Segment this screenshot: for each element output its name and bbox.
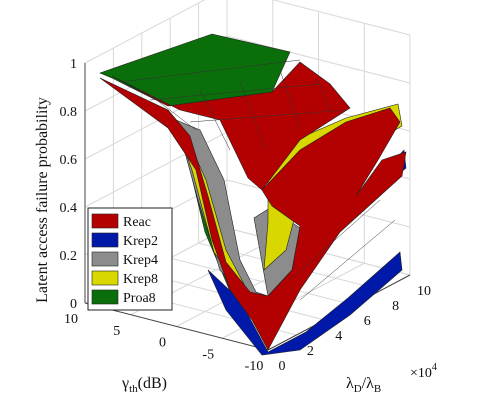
depth-tick-label: 6 [364,314,371,329]
x-tick-label: -5 [202,347,214,362]
surface-reac [99,77,407,351]
z-axis-ticks: 0 0.2 0.4 0.6 0.8 1 [60,57,78,312]
surface-krep2 [207,251,403,356]
legend-swatch [91,213,119,229]
depth-axis-ticks: 0 2 4 6 8 10 [279,284,432,374]
z-tick-label: 1 [70,57,77,72]
z-tick-label: 0 [70,297,77,312]
legend-swatch [91,270,119,286]
legend-label: Reac [123,215,151,230]
legend-swatch [91,289,119,305]
x-axis-ticks: 10 5 0 -5 -10 [64,312,263,374]
x-tick-label: -10 [245,359,264,374]
x-tick-label: 10 [64,312,78,327]
legend: Reac Krep2 Krep4 Krep8 Proa8 [87,207,173,311]
legend-label: Krep8 [123,272,158,287]
z-tick-label: 0.6 [60,153,78,168]
depth-tick-label: 10 [417,284,431,299]
x-tick-label: 5 [113,324,120,339]
x-tick-label: 0 [159,336,166,351]
depth-tick-label: 0 [279,359,286,374]
depth-tick-label: 4 [335,329,342,344]
legend-swatch [91,251,119,267]
depth-tick-label: 2 [307,344,314,359]
z-tick-label: 0.4 [60,201,78,216]
depth-axis-label: λD/λB [346,375,381,395]
depth-axis-exponent: ×104 [410,362,437,381]
legend-label: Krep2 [123,234,158,249]
x-axis-label: γth(dB) [121,375,167,395]
depth-tick-label: 8 [392,299,399,314]
legend-swatch [91,232,119,248]
legend-label: Proa8 [123,291,156,306]
surfaces [99,33,407,356]
surface-reac-top [111,61,351,191]
z-axis-label: Latent access failure probability [34,97,51,303]
legend-label: Krep4 [123,253,158,268]
z-tick-label: 0.2 [60,249,78,264]
z-tick-label: 0.8 [60,105,78,120]
